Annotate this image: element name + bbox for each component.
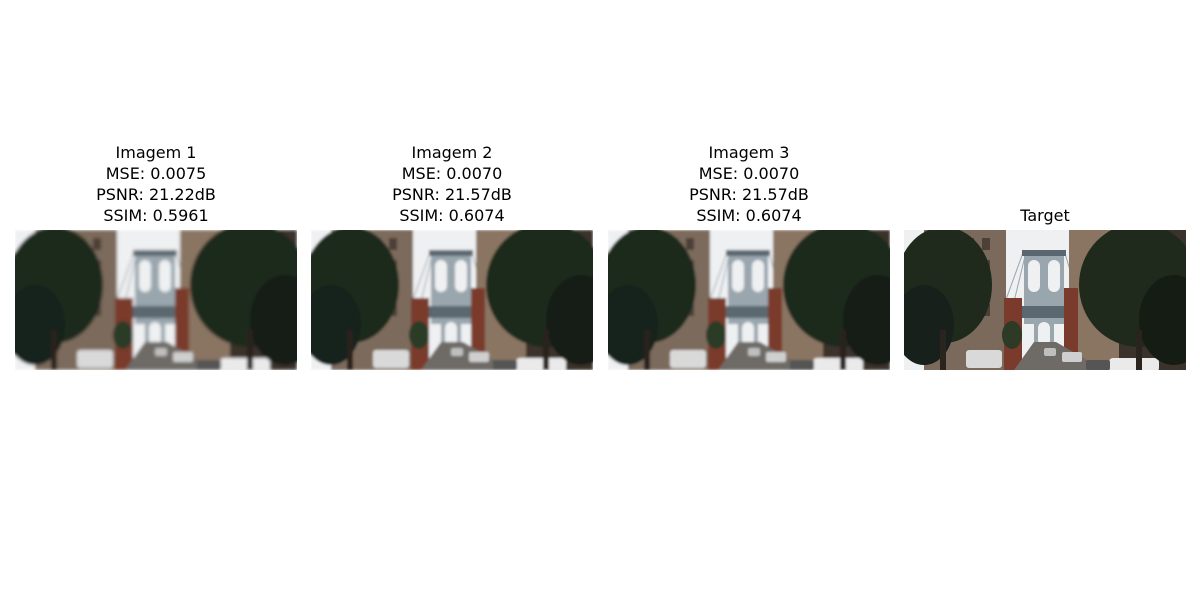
panel-title: Imagem 3 MSE: 0.0070 PSNR: 21.57dB SSIM: 0.… <box>588 142 910 226</box>
panel-title-line: Imagem 2 <box>411 143 493 162</box>
street-bridge-photo <box>15 230 297 370</box>
panel-title-line: MSE: 0.0075 <box>105 164 207 183</box>
panel-title-line: Imagem 3 <box>708 143 790 162</box>
panel-title-line: Imagem 1 <box>115 143 197 162</box>
image-panel-1: Imagem 1 MSE: 0.0075 PSNR: 21.22dB SSIM: 0.… <box>15 0 297 600</box>
panel-title-line: MSE: 0.0070 <box>401 164 503 183</box>
panel-title-line: Target <box>1020 206 1070 225</box>
street-bridge-photo <box>311 230 593 370</box>
panel-title-line: MSE: 0.0070 <box>698 164 800 183</box>
panel-title-line: SSIM: 0.6074 <box>696 206 802 225</box>
image-panel-2: Imagem 2 MSE: 0.0070 PSNR: 21.57dB SSIM: 0.… <box>311 0 593 600</box>
panel-title-line: SSIM: 0.5961 <box>103 206 209 225</box>
panel-title: Target <box>884 205 1200 226</box>
panel-title: Imagem 2 MSE: 0.0070 PSNR: 21.57dB SSIM: 0.… <box>291 142 613 226</box>
street-bridge-photo <box>608 230 890 370</box>
street-bridge-photo <box>904 230 1186 370</box>
image-panel-4: Target <box>904 0 1186 600</box>
panel-title-line: SSIM: 0.6074 <box>399 206 505 225</box>
image-panel-3: Imagem 3 MSE: 0.0070 PSNR: 21.57dB SSIM: 0.… <box>608 0 890 600</box>
panel-title-line: PSNR: 21.22dB <box>96 185 216 204</box>
panel-title-line: PSNR: 21.57dB <box>689 185 809 204</box>
panel-title-line: PSNR: 21.57dB <box>392 185 512 204</box>
panel-title: Imagem 1 MSE: 0.0075 PSNR: 21.22dB SSIM: 0.… <box>0 142 317 226</box>
